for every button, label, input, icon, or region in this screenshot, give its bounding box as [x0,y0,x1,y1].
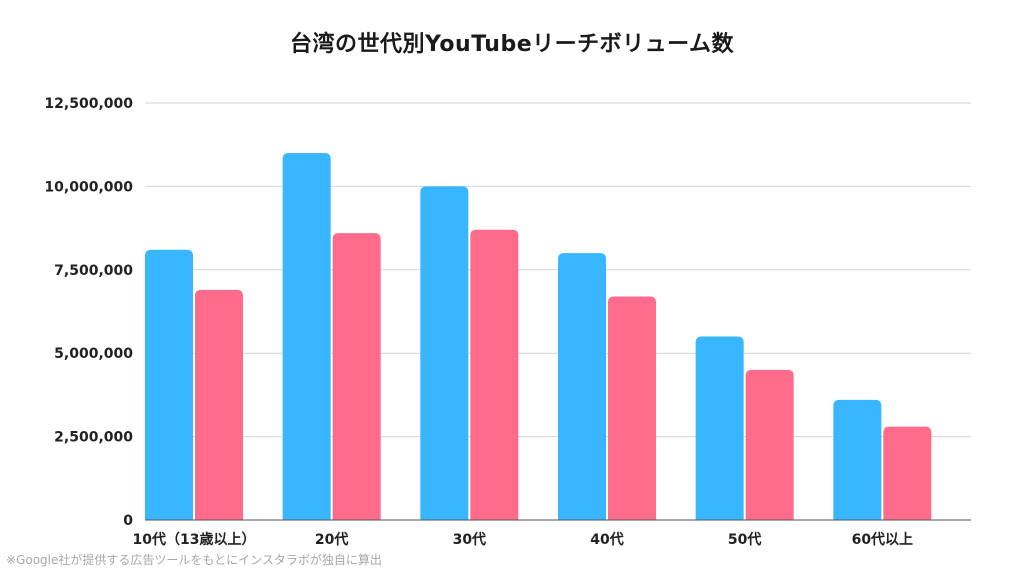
bar-series-2 [745,369,794,520]
bar-series-2 [195,289,243,520]
bar-series-1 [558,253,606,520]
chart-title: 台湾の世代別YouTubeリーチボリューム数 [290,32,734,57]
bar-series-2 [608,296,656,520]
y-tick-label: 7,500,000 [54,263,133,279]
x-tick-label: 20代 [315,531,348,548]
y-tick-label: 2,500,000 [54,430,133,446]
bar-series-1 [833,399,882,520]
x-tick-label: 40代 [590,531,623,548]
bar-series-1 [420,186,469,520]
x-tick-label: 30代 [453,531,486,548]
bar-series-1 [695,336,744,520]
y-tick-label: 5,000,000 [54,346,133,362]
y-tick-label: 0 [123,513,133,529]
footnote: ※Google社が提供する広告ツールをもとにインスタラボが独自に算出 [6,553,382,567]
y-tick-label: 12,500,000 [44,96,133,112]
bar-series-1 [282,153,331,521]
x-tick-label: 10代（13歳以上） [133,531,256,548]
bar-series-2 [883,426,932,520]
x-tick-label: 50代 [728,531,761,548]
y-tick-label: 10,000,000 [44,179,133,195]
x-tick-label: 60代以上 [852,531,913,548]
bar-series-1 [145,249,193,520]
bar-series-2 [332,233,381,520]
bar-series-2 [470,229,519,520]
